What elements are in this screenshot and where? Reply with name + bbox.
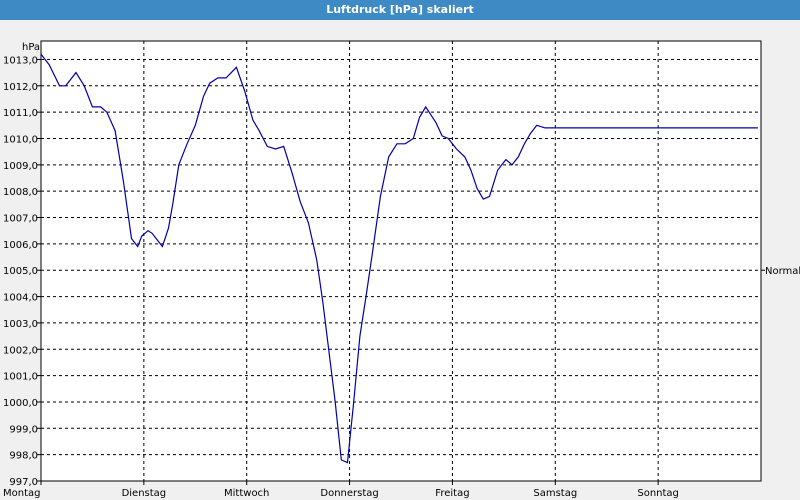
y-tick-label: 999,0	[9, 424, 38, 435]
grid-layer	[41, 41, 761, 482]
x-tick-day-label: Mittwoch	[224, 488, 269, 499]
y-tick-label: 1006,0	[3, 240, 38, 251]
y-axis-ticks: 1013,0 1012,0 1011,0 1010,0 1009,0 1008,0 1007…	[3, 55, 41, 488]
y-tick-label: 1003,0	[3, 319, 38, 330]
y-tick-label: 998,0	[9, 451, 38, 462]
y-tick-label: 1005,0	[3, 266, 38, 277]
x-tick-day-label: Samstag	[533, 488, 577, 499]
y-tick-label: 1001,0	[3, 372, 38, 383]
x-tick-day-label: Donnerstag	[320, 488, 378, 499]
chart-canvas: 1013,0 1012,0 1011,0 1010,0 1009,0 1008,0 1007…	[3, 40, 800, 499]
y-tick-label: 1013,0	[3, 55, 38, 66]
y-tick-label: 1010,0	[3, 134, 38, 145]
chart-title: Luftdruck [hPa] skaliert	[0, 0, 800, 20]
y-axis-unit-label: hPa	[22, 42, 40, 53]
y-tick-label: 1008,0	[3, 187, 38, 198]
y-tick-label: 1000,0	[3, 398, 38, 409]
x-tick-day-label: Freitag	[435, 488, 469, 499]
y-tick-label: 997,0	[9, 477, 38, 488]
y-tick-label: 1012,0	[3, 82, 38, 93]
x-tick-day-label: Dienstag	[122, 488, 167, 499]
x-tick-day-label: Sonntag	[637, 488, 679, 499]
reference-line-layer: Normal	[761, 266, 800, 277]
y-tick-label: 1009,0	[3, 161, 38, 172]
plot-area	[40, 40, 762, 482]
y-tick-label: 1002,0	[3, 345, 38, 356]
x-tick-day-label: Montag	[3, 488, 40, 499]
series-layer	[40, 53, 758, 464]
y-tick-label: 1004,0	[3, 293, 38, 304]
x-axis-ticks: Montag11.10.21Dienstag12.10.21Mittwoch13…	[3, 481, 679, 499]
y-tick-label: 1007,0	[3, 214, 38, 225]
series-line	[40, 53, 758, 464]
reference-label: Normal	[765, 266, 800, 277]
y-tick-label: 1011,0	[3, 108, 38, 119]
